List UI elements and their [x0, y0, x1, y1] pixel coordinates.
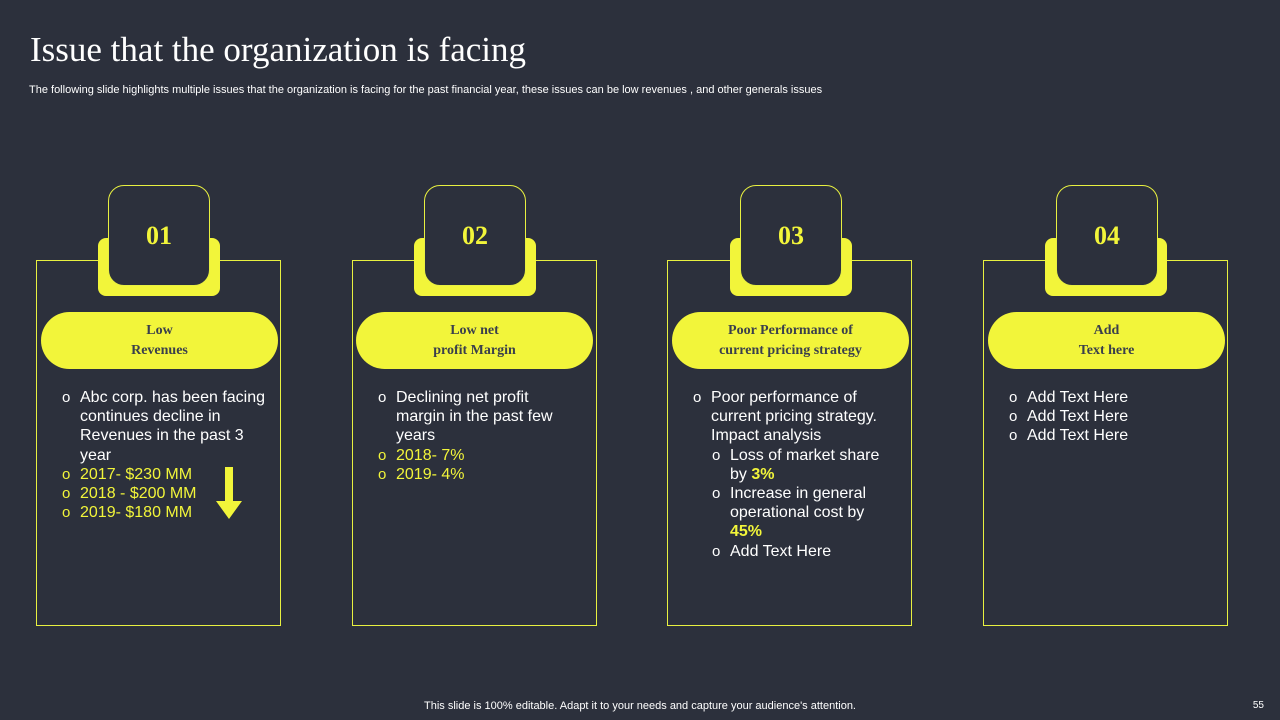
issue-list-2: Declining net profit margin in the past …	[378, 388, 568, 484]
list-item: Abc corp. has been facing continues decl…	[62, 388, 267, 465]
heading-line: Poor Performance of	[728, 322, 853, 338]
list-item: Loss of market share by 3%	[712, 446, 893, 484]
list-item: Declining net profit margin in the past …	[378, 388, 568, 446]
list-item: Add Text Here	[1009, 426, 1209, 445]
highlight-value: 45%	[730, 523, 763, 541]
heading-line: Low net	[450, 322, 499, 338]
highlight-value: 3%	[751, 465, 775, 483]
heading-line: Add	[1093, 322, 1120, 338]
list-item: Add Text Here	[1009, 407, 1209, 426]
issue-list-4: Add Text Here Add Text Here Add Text Her…	[1009, 388, 1209, 446]
item-text: Loss of market share by	[730, 446, 880, 483]
issue-heading-2: Low net profit Margin	[356, 312, 593, 369]
list-item: Add Text Here	[1009, 388, 1209, 407]
issue-heading-1: Low Revenues	[41, 312, 278, 369]
heading-line: current pricing strategy	[719, 342, 862, 358]
list-item: 2019- 4%	[378, 465, 568, 484]
issue-list-3: Poor performance of current pricing stra…	[693, 388, 893, 561]
arrow-down-icon	[216, 467, 242, 519]
issue-number-1: 01	[108, 185, 210, 286]
issue-heading-3: Poor Performance of current pricing stra…	[672, 312, 909, 369]
issue-number-4: 04	[1056, 185, 1158, 286]
issue-number-2: 02	[424, 185, 526, 286]
slide-subtitle: The following slide highlights multiple …	[29, 84, 823, 96]
heading-line: Revenues	[131, 342, 188, 358]
issue-heading-4: Add Text here	[988, 312, 1225, 369]
list-item: Increase in general operational cost by …	[712, 484, 893, 542]
heading-line: Low	[146, 322, 173, 338]
page-number: 55	[1252, 700, 1264, 711]
list-item: Poor performance of current pricing stra…	[693, 388, 893, 446]
list-item: 2017- $230 MM	[62, 465, 267, 484]
heading-line: Text here	[1078, 342, 1135, 358]
list-item: 2019- $180 MM	[62, 503, 267, 522]
slide-footer: This slide is 100% editable. Adapt it to…	[424, 700, 856, 712]
issue-list-1: Abc corp. has been facing continues decl…	[62, 388, 267, 523]
list-item: 2018 - $200 MM	[62, 484, 267, 503]
item-text: Increase in general operational cost by	[730, 485, 867, 522]
issue-number-3: 03	[740, 185, 842, 286]
heading-line: profit Margin	[433, 342, 516, 358]
list-item: 2018- 7%	[378, 446, 568, 465]
list-item: Add Text Here	[712, 542, 893, 561]
slide-title: Issue that the organization is facing	[30, 30, 527, 69]
